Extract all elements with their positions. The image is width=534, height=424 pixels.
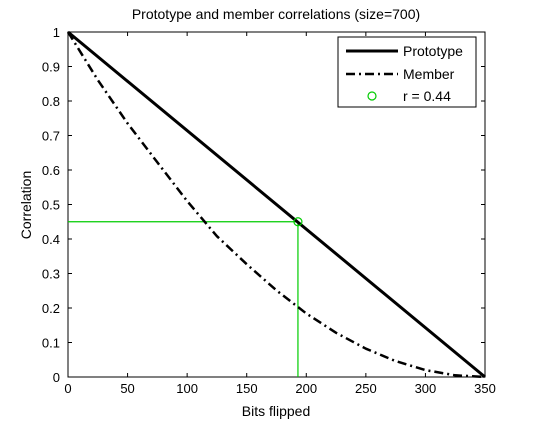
marker-point [293, 217, 303, 227]
chart-title: Prototype and member correlations (size=… [132, 6, 420, 22]
legend-box [337, 36, 477, 108]
y-tick-label: 0 [53, 370, 60, 385]
x-tick-label: 300 [415, 381, 437, 396]
x-tick-label: 100 [176, 381, 198, 396]
x-tick-label: 50 [120, 381, 134, 396]
y-tick-label: 0.3 [42, 267, 60, 282]
x-axis-label: Bits flipped [242, 403, 310, 419]
y-axis-label: Correlation [18, 171, 34, 239]
legend-label-marker: r = 0.44 [403, 88, 451, 104]
y-tick-label: 0.7 [42, 129, 60, 144]
axes: 0 50 100 150 200 250 300 350 0 0.1 0.2 0.3 0.4 0.5 0.6… [42, 25, 496, 396]
y-tick-label: 0.1 [42, 336, 60, 351]
x-tick-label: 200 [295, 381, 317, 396]
y-tick-label: 0.2 [42, 301, 60, 316]
series-line-prototype [67, 30, 486, 379]
y-tick-label: 0.4 [42, 232, 60, 247]
y-tick-label: 0.9 [42, 60, 60, 75]
y-tick-label: 0.5 [42, 198, 60, 213]
plot-marks [66, 30, 486, 379]
legend: Prototype Member r = 0.44 [337, 36, 477, 108]
y-tick-label: 0.6 [42, 163, 60, 178]
x-tick-label: 350 [474, 381, 496, 396]
x-tick-label: 0 [64, 381, 71, 396]
x-tick-label: 150 [236, 381, 258, 396]
legend-label-member: Member [403, 66, 455, 82]
x-tick-label: 250 [355, 381, 377, 396]
y-tick-label: 1 [53, 25, 60, 40]
legend-swatch-marker [367, 91, 377, 101]
legend-label-prototype: Prototype [403, 43, 463, 59]
y-tick-label: 0.8 [42, 94, 60, 109]
